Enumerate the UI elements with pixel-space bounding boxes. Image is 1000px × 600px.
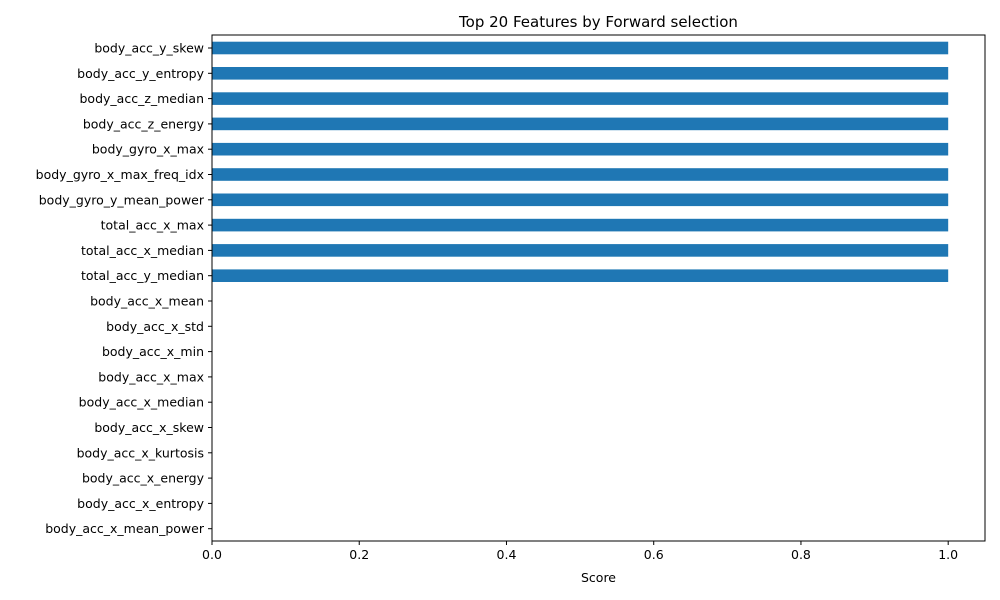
bar [212,67,949,80]
chart-title: Top 20 Features by Forward selection [458,13,738,31]
y-tick-label: body_acc_x_std [106,319,204,334]
x-tick-label: 0.4 [497,547,517,562]
bar [212,142,949,156]
y-tick-label: body_acc_z_energy [83,116,205,131]
x-ticks: 0.0 0.2 0.4 0.6 0.8 1.0 [202,541,958,562]
bar [212,92,949,105]
x-axis-label: Score [581,570,616,585]
y-tick-label: body_acc_y_entropy [77,66,204,81]
bar [212,218,949,232]
bar [212,244,949,257]
y-tick-label: body_acc_x_median [79,395,204,410]
bar [212,117,949,131]
bar [212,193,949,207]
x-tick-label: 1.0 [938,547,958,562]
y-tick-label: total_acc_x_max [101,218,204,233]
y-tick-label: body_acc_x_min [102,344,204,359]
y-tick-label: total_acc_x_median [81,243,204,258]
x-tick-label: 0.2 [349,547,369,562]
y-tick-label: body_gyro_x_max_freq_idx [36,167,204,182]
y-tick-label: body_acc_y_skew [94,41,204,56]
y-tick-labels: body_acc_y_skew body_acc_y_entropy body_ac… [36,41,212,536]
y-tick-label: body_acc_x_entropy [77,496,204,511]
bars-group [212,41,949,282]
x-tick-label: 0.0 [202,547,222,562]
y-tick-label: body_acc_x_skew [94,420,204,435]
y-tick-label: body_acc_x_kurtosis [77,445,204,460]
bar [212,168,949,181]
y-tick-label: total_acc_y_median [81,268,204,283]
y-tick-label: body_gyro_y_mean_power [39,192,205,207]
x-tick-label: 0.6 [644,547,664,562]
plot-frame [211,34,986,542]
y-tick-label: body_acc_x_energy [82,471,205,486]
x-tick-label: 0.8 [791,547,811,562]
y-tick-label: body_acc_x_mean_power [45,521,205,536]
y-tick-label: body_acc_z_median [80,91,205,106]
y-tick-label: body_acc_x_mean [90,294,204,309]
bar [212,269,949,282]
bar [212,41,949,55]
y-tick-label: body_acc_x_max [98,369,204,384]
y-tick-label: body_gyro_x_max [92,142,204,157]
